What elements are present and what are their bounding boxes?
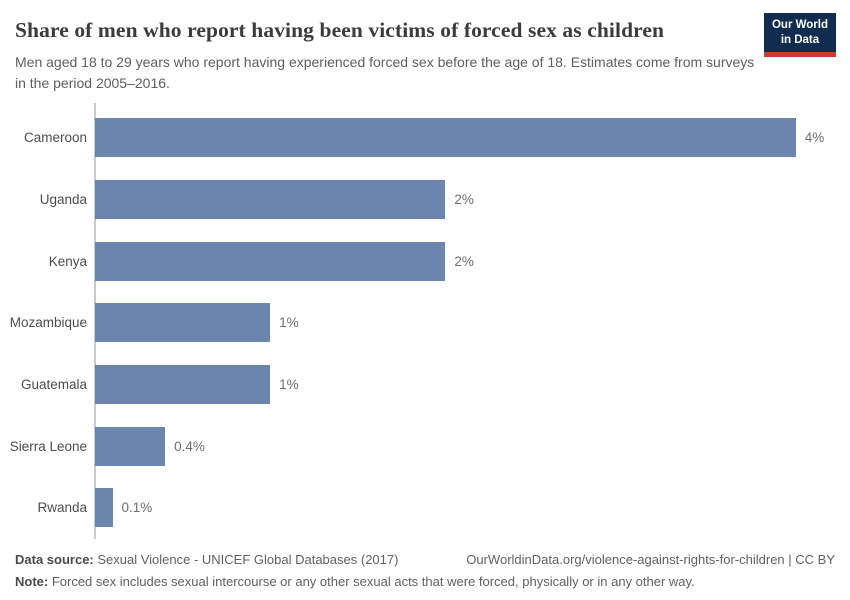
- bar-track: 2%: [95, 241, 850, 281]
- data-source-label: Data source:: [15, 552, 94, 567]
- bar-track: 0.1%: [95, 488, 850, 528]
- bar: [95, 488, 113, 528]
- note-text: Forced sex includes sexual intercourse o…: [48, 574, 695, 589]
- bar: [95, 180, 446, 220]
- bar-chart: Cameroon 4% Uganda 2% Kenya 2% Mozambique 1% Gua…: [0, 103, 850, 539]
- category-label: Uganda: [39, 192, 87, 208]
- chart-rows: Cameroon 4% Uganda 2% Kenya 2% Mozambique 1% Gua…: [0, 107, 850, 539]
- bar: [95, 303, 271, 343]
- chart-header: Share of men who report having been vict…: [0, 13, 850, 94]
- category-label: Cameroon: [23, 130, 87, 146]
- data-source-line: Data source: Sexual Violence - UNICEF Gl…: [15, 552, 398, 567]
- bar: [95, 365, 271, 405]
- chart-row: Guatemala 1%: [0, 354, 850, 416]
- category-label: Mozambique: [9, 315, 87, 331]
- value-label: 2%: [454, 192, 474, 208]
- bar-track: 4%: [95, 118, 850, 158]
- value-label: 0.4%: [174, 438, 205, 454]
- owid-logo-line1: Our World: [771, 19, 828, 31]
- category-label: Sierra Leone: [9, 438, 87, 454]
- license-link[interactable]: OurWorldinData.org/violence-against-righ…: [466, 552, 835, 567]
- chart-row: Mozambique 1%: [0, 292, 850, 354]
- chart-row: Rwanda 0.1%: [0, 477, 850, 539]
- value-label: 1%: [279, 377, 299, 393]
- note-line: Note: Forced sex includes sexual interco…: [15, 574, 835, 589]
- category-label: Kenya: [48, 253, 87, 269]
- page-title: Share of men who report having been vict…: [15, 18, 665, 42]
- chart-row: Uganda 2%: [0, 169, 850, 231]
- bar-track: 1%: [95, 365, 850, 405]
- value-label: 2%: [454, 253, 474, 269]
- bar-track: 1%: [95, 303, 850, 343]
- owid-logo-line2: in Data: [780, 33, 820, 46]
- y-axis-line: [94, 103, 96, 539]
- category-label: Guatemala: [20, 377, 87, 393]
- note-label: Note:: [15, 574, 49, 589]
- bar-track: 0.4%: [95, 426, 850, 466]
- value-label: 1%: [279, 315, 299, 331]
- bar: [95, 118, 796, 158]
- bar: [95, 241, 446, 281]
- data-source-text: Sexual Violence - UNICEF Global Database…: [93, 552, 399, 567]
- chart-row: Sierra Leone 0.4%: [0, 415, 850, 477]
- chart-row: Cameroon 4%: [0, 107, 850, 169]
- chart-subtitle: Men aged 18 to 29 years who report havin…: [15, 54, 755, 91]
- owid-logo[interactable]: Our World in Data: [763, 13, 836, 57]
- chart-footer: Data source: Sexual Violence - UNICEF Gl…: [0, 552, 850, 589]
- chart-row: Kenya 2%: [0, 230, 850, 292]
- value-label: 4%: [804, 130, 825, 146]
- category-label: Rwanda: [37, 500, 87, 516]
- bar: [95, 426, 166, 466]
- value-label: 0.1%: [121, 500, 153, 516]
- bar-track: 2%: [95, 180, 850, 220]
